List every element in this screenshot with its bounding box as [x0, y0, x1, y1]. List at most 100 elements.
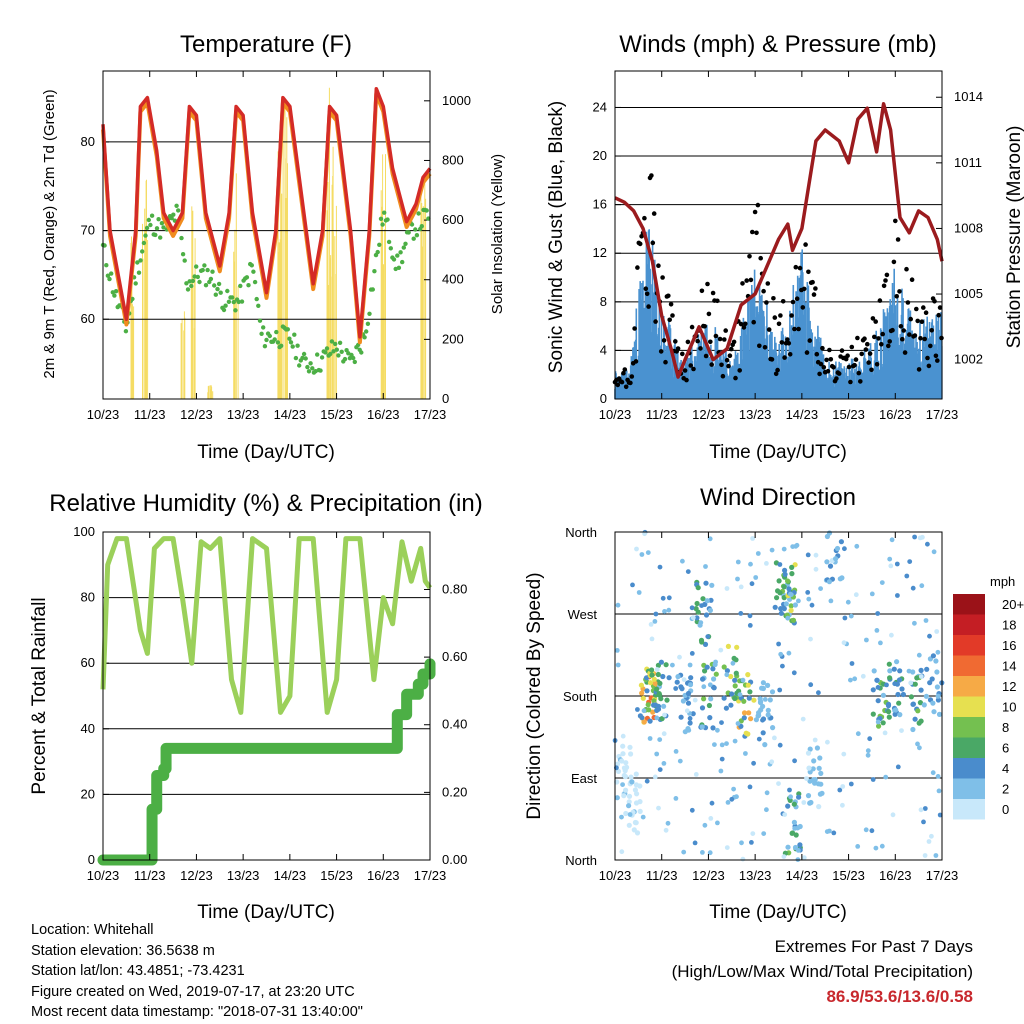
temperature-panel: Temperature (F) 607080020040060080010001… [41, 31, 506, 463]
dewpoint-point [159, 221, 165, 226]
direction-point [781, 546, 787, 552]
dewpoint-point [377, 242, 382, 247]
direction-point [890, 812, 896, 818]
direction-point [690, 615, 696, 621]
extremes-box: Extremes For Past 7 Days (High/Low/Max W… [672, 934, 973, 1009]
colorbar-label: 16 [1002, 638, 1016, 653]
dewpoint-point [287, 336, 292, 341]
direction-point [620, 743, 626, 749]
direction-point [816, 690, 821, 696]
gust-point [932, 299, 937, 304]
direction-point [895, 593, 900, 598]
direction-point [715, 727, 720, 733]
direction-point [886, 661, 892, 667]
direction-point [855, 844, 861, 849]
direction-point [633, 800, 640, 806]
direction-point [733, 670, 739, 676]
dewpoint-point [409, 222, 415, 227]
humidity-plot-area: 0 20 40 60 80 100 0.00 0.20 0.40 0.60 0.80 10/23 11/… [73, 524, 467, 883]
gust-point [891, 259, 897, 265]
direction-point [806, 765, 812, 771]
direction-point [686, 727, 692, 733]
gust-point [782, 355, 787, 360]
dewpoint-point [259, 331, 264, 336]
direction-point [718, 647, 724, 653]
precipitation-series [97, 658, 436, 866]
direction-point [707, 682, 713, 688]
location-text: Location: Whitehall [31, 922, 154, 938]
direction-point [925, 541, 930, 547]
gust-point [750, 229, 755, 235]
direction-point [840, 802, 845, 808]
direction-point [921, 819, 926, 825]
dewpoint-point [388, 246, 393, 251]
gust-point [650, 240, 656, 246]
direction-point [702, 668, 708, 674]
direction-point [765, 712, 771, 718]
direction-point [824, 559, 830, 565]
direction-point [933, 853, 939, 858]
direction-point [654, 686, 660, 692]
gust-point [845, 353, 850, 359]
dewpoint-point [365, 321, 371, 326]
dewpoint-point [218, 290, 223, 295]
gust-point [792, 326, 797, 332]
direction-point [870, 711, 876, 717]
direction-point [634, 830, 641, 836]
direction-point [620, 782, 625, 787]
dewpoint-point [221, 307, 227, 313]
direction-point [886, 709, 892, 715]
direction-point [658, 696, 664, 702]
gust-point [722, 337, 727, 342]
direction-point [796, 598, 801, 604]
direction-point [833, 556, 839, 562]
direction-point [640, 695, 646, 701]
direction-point [732, 738, 738, 744]
direction-point [689, 651, 695, 656]
direction-point [783, 601, 789, 607]
dewpoint-point [104, 263, 109, 268]
direction-point [708, 816, 714, 821]
relative-humidity-series [100, 536, 433, 715]
gust-point [925, 355, 930, 361]
direction-point [738, 584, 744, 590]
dewpoint-point [416, 211, 421, 216]
direction-point [719, 742, 725, 748]
direction-point [740, 677, 746, 683]
dewpoint-point [123, 329, 129, 334]
gust-point [675, 346, 681, 351]
direction-point [869, 591, 875, 597]
gust-point [748, 277, 754, 283]
gust-point [912, 333, 918, 338]
direction-point [641, 708, 647, 714]
dewpoint-point [364, 329, 369, 334]
temp-y2tick-label: 200 [442, 331, 464, 346]
gust-point [877, 298, 883, 303]
gust-point [935, 358, 940, 363]
direction-point [687, 662, 693, 668]
direction-point [659, 716, 665, 722]
winds-ylabel-left: Sonic Wind & Gust (Blue, Black) [546, 101, 567, 373]
direction-point [634, 546, 639, 552]
gust-point [811, 292, 817, 297]
direction-point [749, 840, 754, 845]
direction-xlabel: Time (Day/UTC) [709, 902, 847, 923]
direction-point [764, 790, 770, 796]
gust-point [747, 253, 752, 259]
gust-point [733, 375, 738, 381]
direction-point [748, 716, 754, 722]
colorbar-swatch [953, 737, 985, 758]
direction-point [834, 545, 841, 552]
direction-point [870, 687, 876, 693]
temperature-ylabel-right: Solar Insolation (Yellow) [489, 154, 506, 314]
dewpoint-point [154, 226, 160, 231]
colorbar-swatch [953, 717, 985, 738]
dewpoint-point [107, 276, 112, 282]
dewpoint-point [385, 217, 390, 222]
dewpoint-point [331, 349, 336, 354]
gust-point [666, 293, 671, 299]
dewpoint-point [205, 267, 210, 273]
direction-point [912, 534, 917, 540]
dewpoint-point [109, 271, 114, 276]
direction-point [725, 643, 732, 650]
